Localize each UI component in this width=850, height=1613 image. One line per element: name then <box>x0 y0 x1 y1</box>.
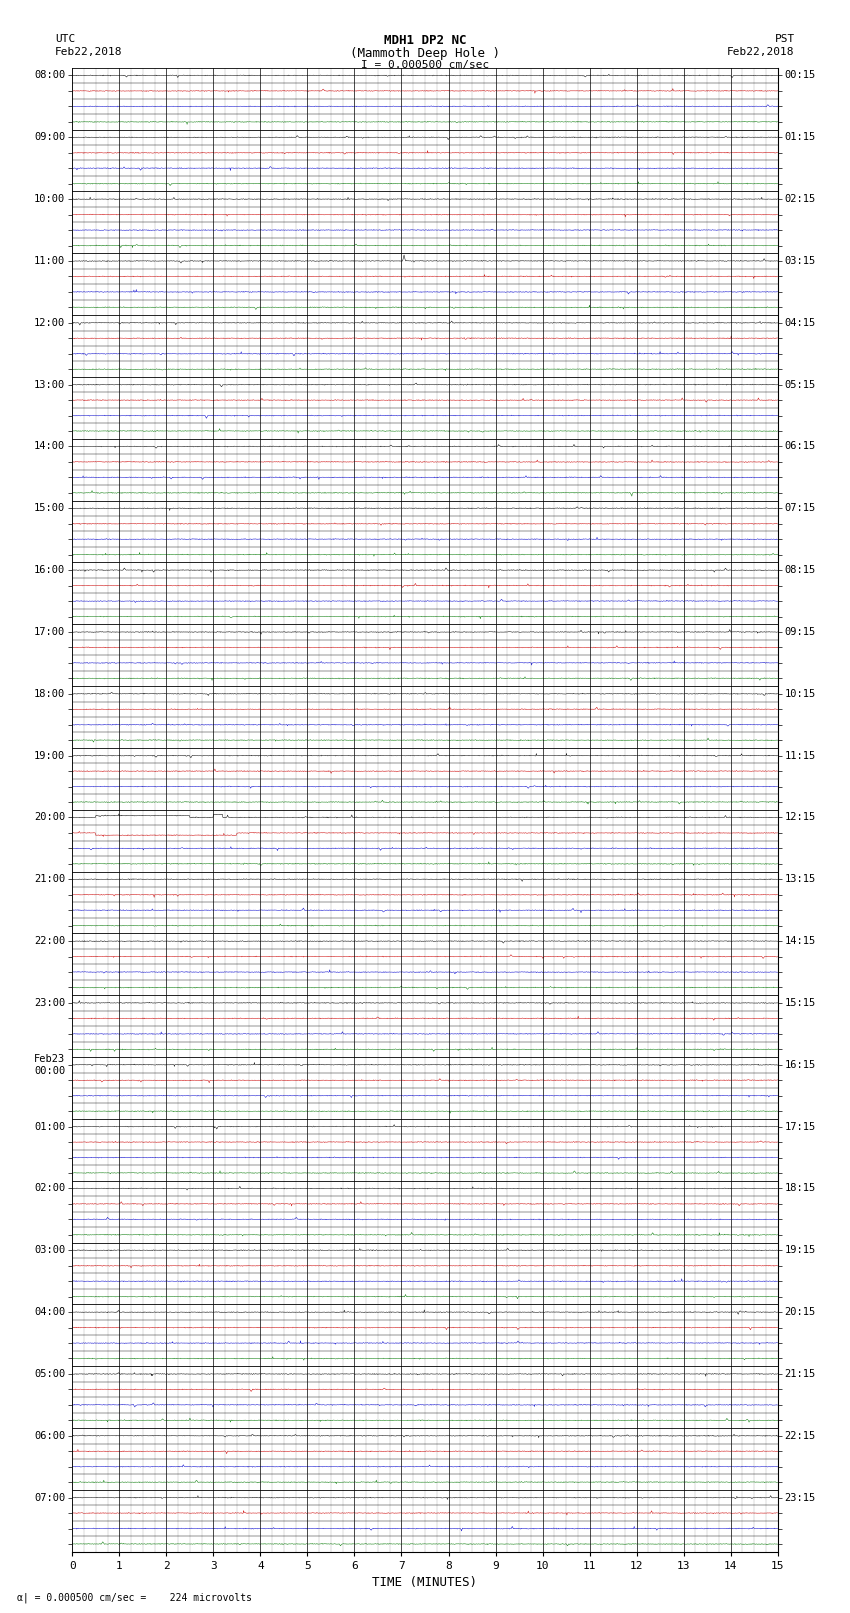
Text: (Mammoth Deep Hole ): (Mammoth Deep Hole ) <box>350 47 500 60</box>
Text: PST: PST <box>774 34 795 44</box>
Text: UTC: UTC <box>55 34 76 44</box>
Text: MDH1 DP2 NC: MDH1 DP2 NC <box>383 34 467 47</box>
Text: α| = 0.000500 cm/sec =    224 microvolts: α| = 0.000500 cm/sec = 224 microvolts <box>17 1592 252 1603</box>
Text: I = 0.000500 cm/sec: I = 0.000500 cm/sec <box>361 60 489 69</box>
Text: Feb22,2018: Feb22,2018 <box>728 47 795 56</box>
Text: Feb22,2018: Feb22,2018 <box>55 47 122 56</box>
X-axis label: TIME (MINUTES): TIME (MINUTES) <box>372 1576 478 1589</box>
